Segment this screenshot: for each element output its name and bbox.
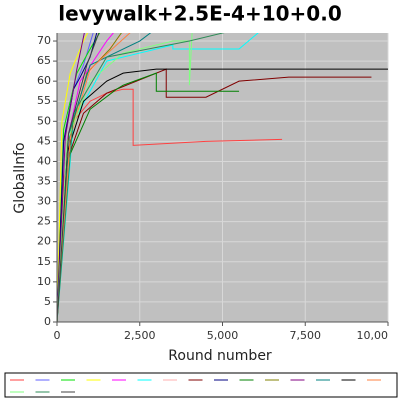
y-tick-label: 5 (44, 295, 51, 308)
y-tick-label: 45 (37, 134, 51, 147)
y-tick-label: 15 (37, 255, 51, 268)
y-tick-label: 35 (37, 175, 51, 188)
y-tick-label: 25 (37, 215, 51, 228)
y-tick-label: 65 (37, 54, 51, 67)
series-line (57, 33, 100, 322)
x-tick-label: 5,000 (207, 329, 239, 342)
y-axis-label: GlobalInfo (12, 142, 28, 213)
y-tick-label: 20 (37, 235, 51, 248)
series-line (57, 33, 85, 322)
series-line (57, 33, 131, 322)
y-tick-label: 10 (37, 275, 51, 288)
series-line (57, 68, 372, 322)
y-tick-label: 0 (44, 315, 51, 328)
legend (4, 372, 398, 398)
y-tick-label: 55 (37, 94, 51, 107)
x-tick-label: 0 (54, 329, 61, 342)
x-tick-label: 7,500 (290, 329, 322, 342)
y-tick-label: 40 (37, 154, 51, 167)
series-line (57, 33, 193, 322)
y-tick-label: 50 (37, 114, 51, 127)
y-tick-label: 70 (37, 34, 51, 47)
series-line (57, 33, 89, 322)
y-tick-label: 30 (37, 195, 51, 208)
x-axis-label: Round number (168, 348, 272, 364)
x-tick-label: 2,500 (124, 329, 156, 342)
x-tick-label: 10,00 (357, 329, 389, 342)
y-tick-label: 60 (37, 74, 51, 87)
series-line (57, 33, 225, 322)
chart-title: levywalk+2.5E-4+10+0.0 (58, 2, 341, 26)
